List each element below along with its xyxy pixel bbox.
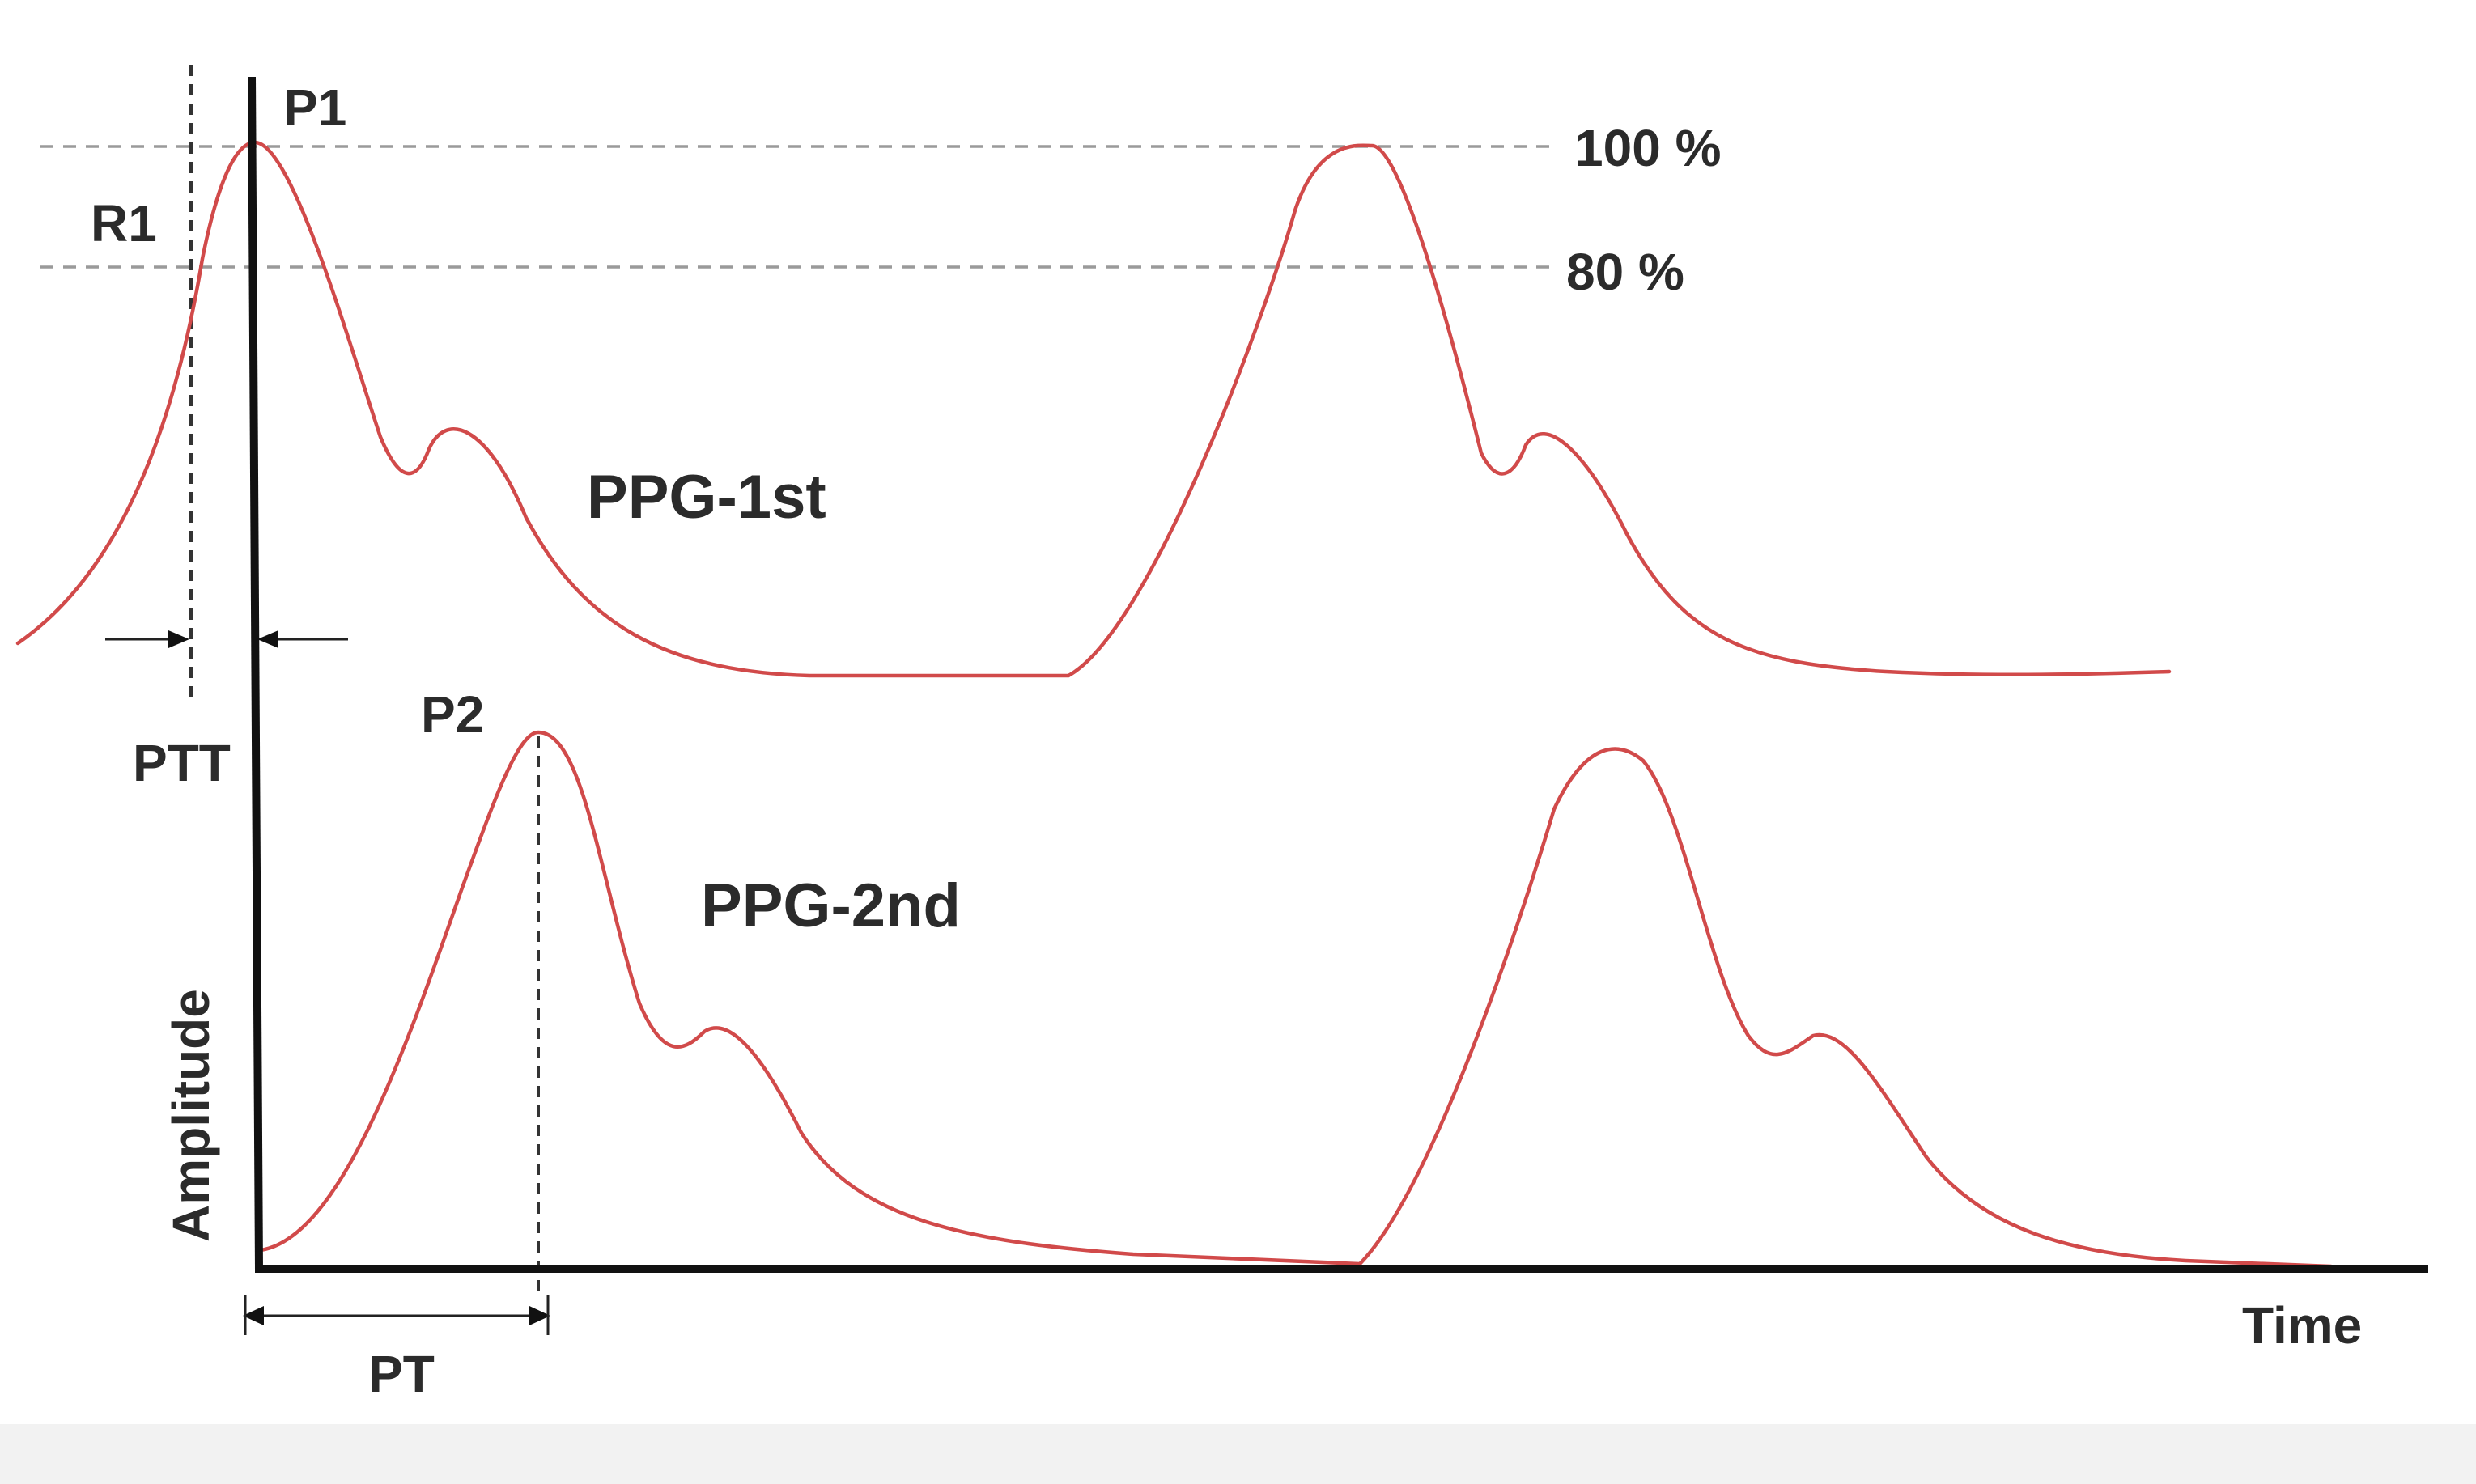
p2-label: P2 (421, 685, 484, 744)
x-axis-label: Time (2242, 1296, 2362, 1355)
y-axis-label: Amplitude (162, 989, 220, 1242)
pct80-label: 80 % (1566, 243, 1684, 301)
ppg2-label: PPG-2nd (701, 871, 961, 940)
ptt-label: PTT (133, 734, 231, 792)
ppg-1st-waveform (15, 140, 2172, 678)
ptt-right-arrowhead (257, 630, 278, 648)
pt-right-arrowhead (529, 1306, 550, 1325)
y-axis (248, 76, 263, 1271)
ptt-left-arrowhead (168, 630, 189, 648)
bottom-strip (0, 1424, 2476, 1484)
pct100-label: 100 % (1574, 119, 1721, 177)
ppg-2nd-waveform (258, 730, 2334, 1269)
ppg1-label: PPG-1st (587, 463, 826, 532)
p1-label: P1 (283, 78, 346, 137)
pt-label: PT (368, 1345, 435, 1403)
pt-left-arrowhead (243, 1306, 264, 1325)
r1-label: R1 (91, 194, 157, 252)
